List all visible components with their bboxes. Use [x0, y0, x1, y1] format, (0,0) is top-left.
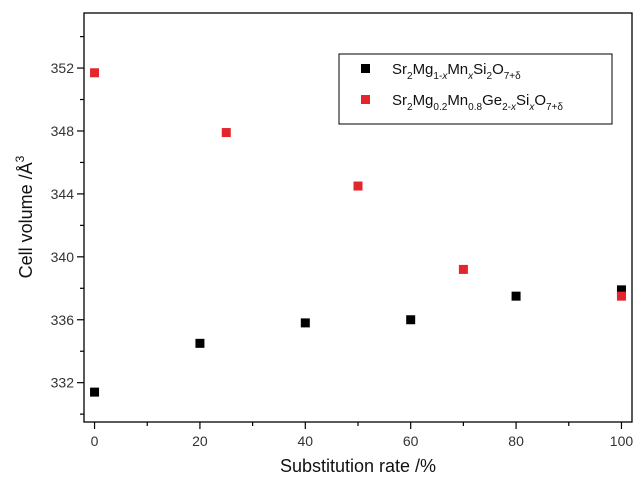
legend-2-part: Si [516, 92, 529, 109]
legend-marker-series-1 [361, 64, 370, 73]
y-tick-label-0: 332 [51, 375, 75, 391]
legend-2-part: x [510, 102, 517, 113]
y-tick-label-4: 348 [51, 123, 75, 139]
legend-2-part: x [528, 102, 535, 113]
legend-box [338, 53, 613, 125]
axis-ticks: 0 20 40 60 80 100 332 336 340 344 348 352 [51, 35, 634, 449]
series-1-point-3 [406, 315, 416, 325]
legend-1-part: Mn [447, 61, 468, 78]
plot-frame [83, 12, 633, 423]
y-tick-label-1: 336 [51, 312, 75, 328]
legend-label-series-2: Sr2Mg0.2Mn0.8Ge2-xSixO7+δ [392, 92, 563, 113]
x-tick-label-2: 40 [298, 433, 314, 449]
legend-label-series-1: Sr2Mg1-xMnxSi2O7+δ [392, 61, 521, 82]
y-axis-title-text: Cell volume /Å [16, 162, 36, 278]
series-1-point-0 [90, 387, 100, 397]
series-1-point-2 [300, 318, 310, 328]
legend-1-part: O [492, 61, 504, 78]
x-tick-label-5: 100 [610, 433, 634, 449]
x-tick-label-4: 80 [508, 433, 524, 449]
legend: Sr2Mg1-xMnxSi2O7+δ Sr2Mg0.2Mn0.8Ge2-xSix… [338, 53, 613, 125]
y-tick-label-5: 352 [51, 60, 75, 76]
x-axis-title: Substitution rate /% [280, 456, 436, 476]
legend-1-part: Si [473, 61, 486, 78]
legend-2-part: 2 [407, 102, 413, 113]
legend-2-part: O [534, 92, 546, 109]
series-2-point-4 [616, 291, 626, 301]
x-tick-label-0: 0 [91, 433, 99, 449]
series-2-point-1 [221, 128, 231, 138]
series-2-point-0 [90, 68, 100, 78]
legend-2-part: Ge [482, 92, 502, 109]
legend-1-part: Sr [392, 61, 407, 78]
legend-1-part: x [441, 71, 448, 82]
x-tick-label-3: 60 [403, 433, 419, 449]
legend-marker-series-2 [361, 95, 370, 104]
legend-2-part: 0.2 [433, 102, 447, 113]
series-1-point-1 [195, 338, 205, 348]
series-2-point-2 [353, 181, 363, 191]
legend-2-part: 7+δ [546, 102, 563, 113]
legend-2-part: Mn [447, 92, 468, 109]
legend-1-part: 1- [433, 71, 442, 82]
legend-1-part: Mg [413, 61, 434, 78]
legend-1-part: 2 [487, 71, 493, 82]
legend-1-part: 7+δ [504, 71, 521, 82]
legend-2-part: Sr [392, 92, 407, 109]
legend-2-part: Mg [413, 92, 434, 109]
series-1-point-5 [616, 285, 626, 295]
y-tick-label-2: 340 [51, 249, 75, 265]
legend-2-part: 0.8 [468, 102, 482, 113]
legend-1-part: x [467, 71, 474, 82]
series-2-point-3 [458, 264, 468, 274]
x-tick-label-1: 20 [192, 433, 208, 449]
legend-2-part: 2- [502, 102, 511, 113]
series-1-point-4 [511, 291, 521, 301]
data-points [90, 68, 626, 397]
y-tick-label-3: 344 [51, 186, 75, 202]
legend-1-part: 2 [407, 71, 413, 82]
y-axis-title: Cell volume /Å3 [13, 155, 36, 278]
y-axis-title-superscript: 3 [13, 155, 27, 162]
